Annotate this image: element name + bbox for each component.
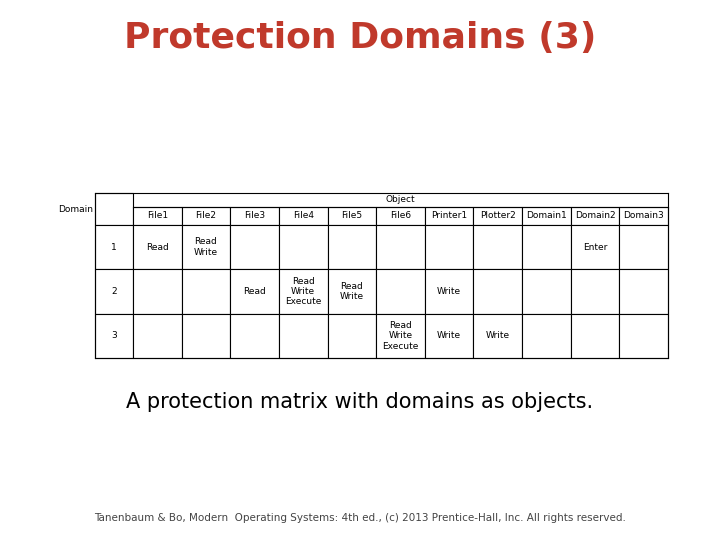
Text: 3: 3 (111, 332, 117, 340)
Bar (619, 225, 668, 269)
Text: Read
Write: Read Write (340, 282, 364, 301)
Bar (230, 207, 279, 225)
Bar (279, 314, 328, 358)
Bar (425, 225, 474, 269)
Bar (425, 314, 474, 358)
Bar (474, 314, 522, 358)
Bar (133, 225, 181, 269)
Bar (376, 207, 425, 225)
Bar (133, 207, 181, 225)
Bar (230, 269, 279, 314)
Bar (279, 225, 328, 269)
Bar (571, 225, 619, 269)
Bar (619, 314, 668, 358)
Bar (95, 193, 133, 225)
Text: File6: File6 (390, 212, 411, 220)
Text: 2: 2 (111, 287, 117, 296)
Text: Object: Object (386, 195, 415, 205)
Bar (181, 207, 230, 225)
Bar (181, 314, 230, 358)
Text: File1: File1 (147, 212, 168, 220)
Bar (95, 269, 133, 314)
Bar (181, 225, 230, 269)
Bar (328, 207, 376, 225)
Text: Read: Read (146, 242, 168, 252)
Bar (425, 207, 474, 225)
Text: File5: File5 (341, 212, 362, 220)
Text: Write: Write (437, 287, 462, 296)
Bar (425, 269, 474, 314)
Text: File4: File4 (293, 212, 314, 220)
Text: Plotter2: Plotter2 (480, 212, 516, 220)
Bar (181, 269, 230, 314)
Text: Domain1: Domain1 (526, 212, 567, 220)
Bar (619, 269, 668, 314)
Text: Tanenbaum & Bo, Modern  Operating Systems: 4th ed., (c) 2013 Prentice-Hall, Inc.: Tanenbaum & Bo, Modern Operating Systems… (94, 513, 626, 523)
Bar (474, 207, 522, 225)
Text: 1: 1 (111, 242, 117, 252)
Bar (522, 269, 571, 314)
Bar (474, 269, 522, 314)
Bar (522, 207, 571, 225)
Bar (230, 314, 279, 358)
Text: Printer1: Printer1 (431, 212, 467, 220)
Bar (279, 269, 328, 314)
Text: Protection Domains (3): Protection Domains (3) (124, 21, 596, 55)
Text: Enter: Enter (583, 242, 607, 252)
Bar (95, 314, 133, 358)
Bar (571, 269, 619, 314)
Bar (522, 225, 571, 269)
Bar (619, 207, 668, 225)
Text: Write: Write (437, 332, 462, 340)
Text: Domain3: Domain3 (624, 212, 664, 220)
Bar (133, 314, 181, 358)
Text: Read: Read (243, 287, 266, 296)
Text: Read
Write: Read Write (194, 238, 218, 257)
Bar (571, 207, 619, 225)
Bar (376, 314, 425, 358)
Text: Domain: Domain (58, 205, 93, 213)
Bar (571, 314, 619, 358)
Bar (376, 269, 425, 314)
Text: Read
Write
Execute: Read Write Execute (382, 321, 419, 351)
Bar (328, 269, 376, 314)
Bar (279, 207, 328, 225)
Bar (328, 225, 376, 269)
Bar (376, 225, 425, 269)
Bar (474, 225, 522, 269)
Text: A protection matrix with domains as objects.: A protection matrix with domains as obje… (127, 392, 593, 412)
Text: Read
Write
Execute: Read Write Execute (285, 276, 321, 306)
Bar (230, 225, 279, 269)
Bar (522, 314, 571, 358)
Text: File2: File2 (195, 212, 217, 220)
Text: Domain2: Domain2 (575, 212, 616, 220)
Bar (328, 314, 376, 358)
Text: Write: Write (486, 332, 510, 340)
Bar (133, 269, 181, 314)
Bar (95, 225, 133, 269)
Text: File3: File3 (244, 212, 265, 220)
